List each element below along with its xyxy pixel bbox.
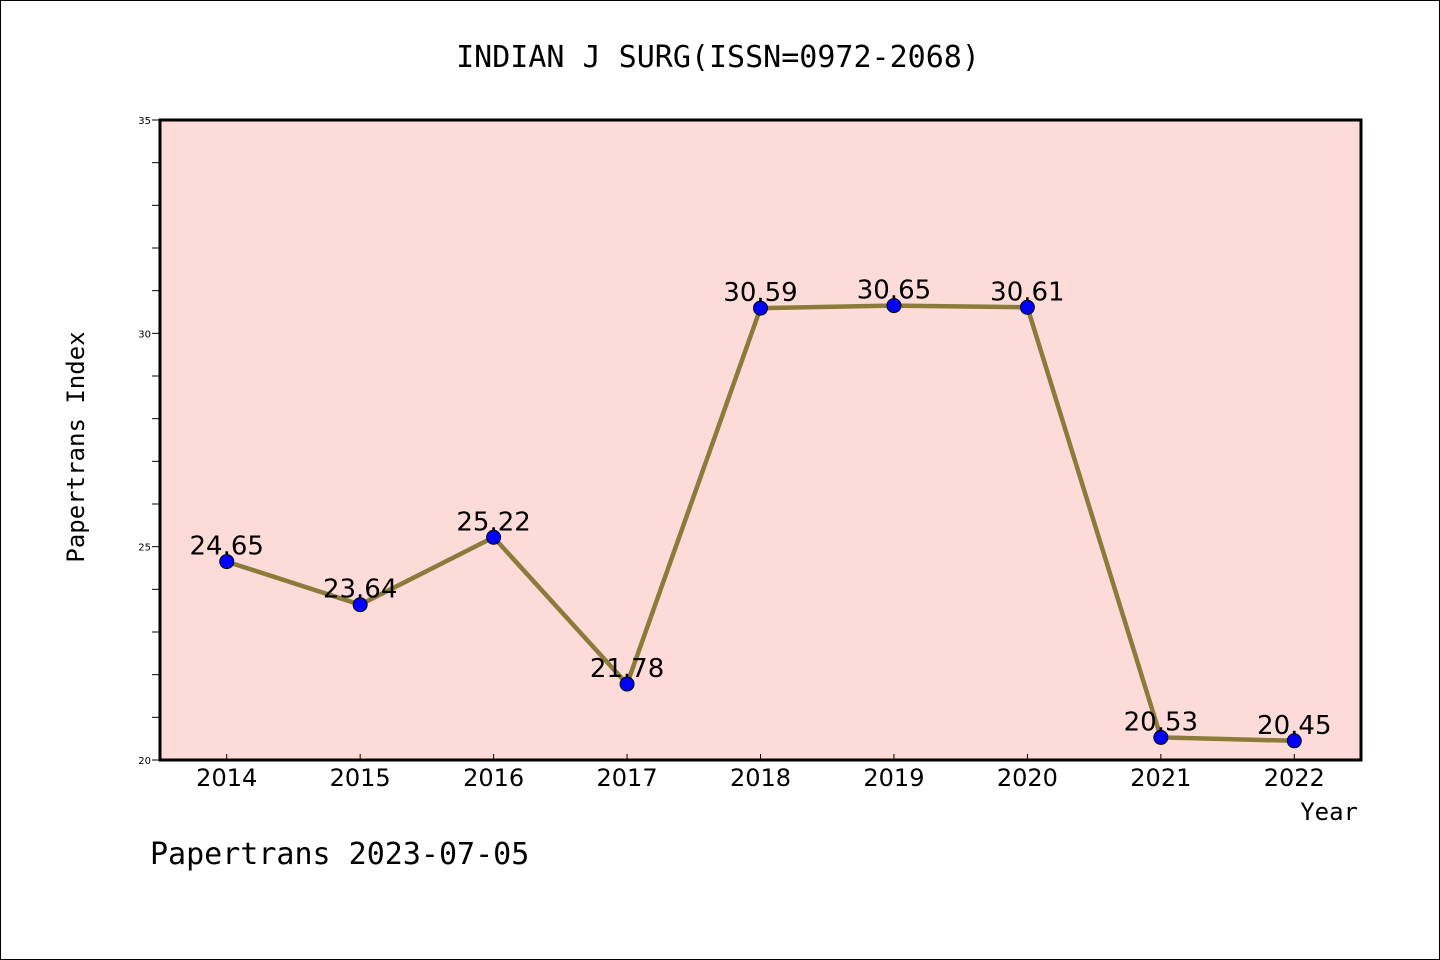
y-tick-label: 35 — [138, 116, 151, 127]
y-tick-label: 30 — [138, 329, 151, 340]
data-point — [753, 300, 768, 316]
data-point — [1153, 729, 1169, 745]
chart-title: INDIAN J SURG(ISSN=0972-2068) — [456, 40, 980, 75]
data-point — [486, 529, 502, 545]
data-label: 30.59 — [723, 278, 797, 308]
x-axis-ticks: 2014 2015 2016 2017 2018 2019 2020 2021 2022 — [196, 754, 1325, 792]
data-label: 20.45 — [1257, 711, 1331, 741]
x-tick-label: 2021 — [1130, 764, 1191, 792]
data-label: 25.22 — [456, 507, 530, 537]
x-tick-label: 2019 — [863, 764, 924, 792]
y-tick-label: 20 — [138, 756, 151, 767]
x-tick-label: 2020 — [997, 764, 1058, 792]
y-axis-label: Papertrans Index — [62, 331, 90, 562]
y-tick-label: 25 — [138, 543, 151, 554]
x-tick-label: 2016 — [463, 764, 524, 792]
x-tick-label: 2022 — [1264, 764, 1325, 792]
x-axis-label: Year — [1300, 798, 1358, 826]
x-tick-label: 2017 — [597, 764, 658, 792]
data-point — [886, 298, 902, 314]
data-point — [219, 554, 235, 570]
data-label: 24.65 — [190, 532, 264, 562]
data-label: 21.78 — [590, 654, 664, 684]
x-tick-label: 2015 — [330, 764, 391, 792]
x-tick-label: 2014 — [196, 764, 257, 792]
data-point — [352, 597, 368, 613]
x-tick-label: 2018 — [730, 764, 791, 792]
data-label: 30.61 — [990, 277, 1064, 307]
data-point — [1286, 733, 1302, 749]
data-series — [219, 298, 1302, 749]
data-label: 30.65 — [857, 276, 931, 306]
data-labels: 24.65 23.64 25.22 21.78 30.59 30.65 30.61 20.53… — [190, 276, 1332, 741]
y-axis-ticks: 20 25 30 35 — [138, 116, 160, 767]
plot-area — [158, 118, 1363, 762]
data-label: 20.53 — [1124, 707, 1198, 737]
data-point — [1019, 299, 1035, 315]
footer-text: Papertrans 2023-07-05 — [150, 837, 529, 872]
data-point — [619, 676, 635, 692]
data-label: 23.64 — [323, 575, 397, 605]
